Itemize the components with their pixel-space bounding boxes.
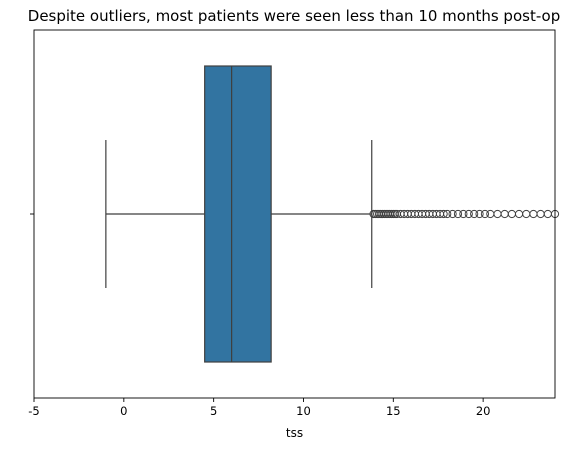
x-tick-label: 0 bbox=[120, 404, 127, 418]
x-tick-label: 20 bbox=[476, 404, 491, 418]
plot-area bbox=[105, 65, 560, 363]
x-axis: -5 0 5 10 15 20 bbox=[28, 398, 490, 418]
outlier-point bbox=[543, 209, 552, 219]
outlier-point bbox=[448, 209, 457, 219]
outlier-point bbox=[529, 209, 538, 219]
outlier-point bbox=[443, 209, 452, 219]
outlier-point bbox=[453, 209, 463, 219]
interquartile-box bbox=[204, 65, 272, 363]
outlier-point bbox=[486, 209, 495, 219]
outlier-point bbox=[459, 209, 468, 219]
chart-title: Despite outliers, most patients were see… bbox=[28, 7, 560, 25]
outlier-point bbox=[500, 209, 509, 219]
outlier-point bbox=[439, 209, 448, 219]
x-tick-label: 10 bbox=[296, 404, 311, 418]
outlier-point bbox=[522, 209, 531, 219]
x-tick-label: 15 bbox=[386, 404, 401, 418]
outlier-point bbox=[480, 209, 490, 219]
outlier-point bbox=[514, 209, 524, 219]
x-tick-label: 5 bbox=[210, 404, 217, 418]
outlier-point bbox=[507, 209, 516, 219]
x-axis-label: tss bbox=[286, 426, 303, 440]
x-tick-label: -5 bbox=[28, 404, 39, 418]
outlier-point bbox=[536, 209, 545, 219]
outlier-point bbox=[475, 209, 484, 219]
outlier-point bbox=[464, 209, 473, 219]
outlier-point bbox=[470, 209, 479, 219]
outlier-point bbox=[493, 209, 502, 219]
